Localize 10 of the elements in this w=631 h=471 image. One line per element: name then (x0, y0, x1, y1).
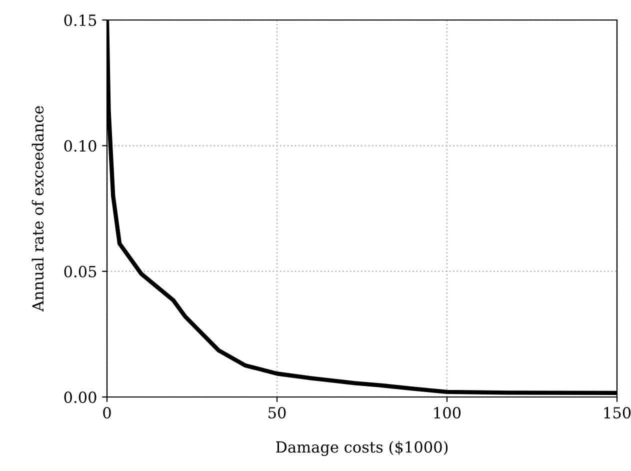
x-tick-label: 100 (434, 406, 461, 419)
y-axis-title: Annual rate of exceedance (32, 106, 44, 312)
x-tick-label: 0 (103, 406, 111, 419)
y-tick-label: 0.15 (64, 14, 96, 26)
x-tick-label: 50 (268, 406, 286, 419)
y-tick-label: 0.05 (64, 266, 96, 278)
x-axis-title: Damage costs ($1000) (276, 440, 448, 456)
x-tick-label: 150 (604, 406, 631, 419)
y-tick-label: 0.00 (64, 391, 96, 404)
y-tick-label: 0.10 (64, 140, 96, 152)
